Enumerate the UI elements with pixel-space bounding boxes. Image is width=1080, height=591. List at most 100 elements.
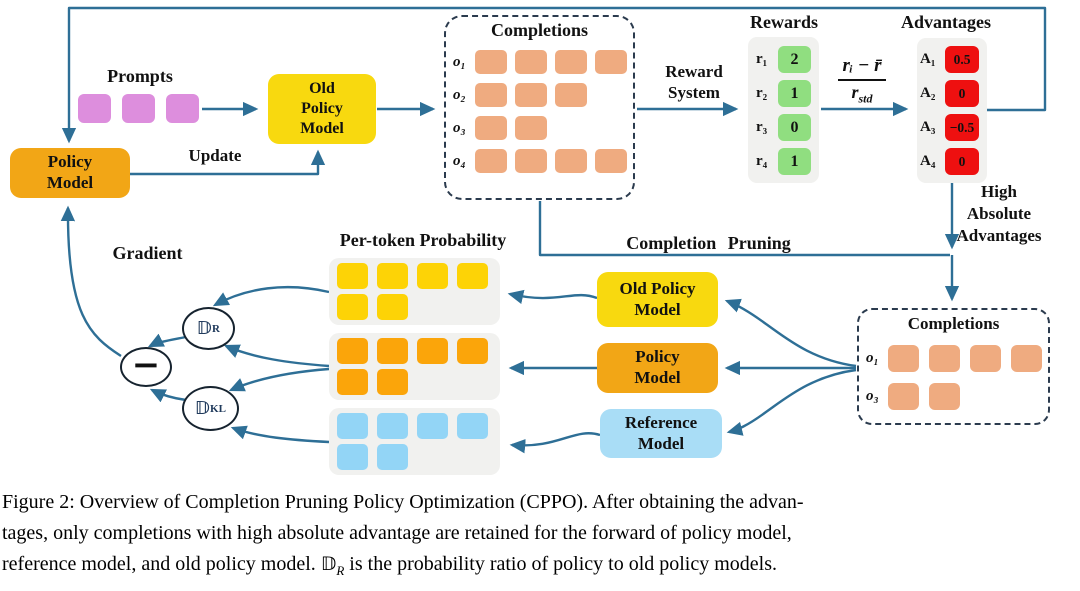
completion-row-o1: o₁ [453, 50, 633, 74]
prompt-tokens [78, 94, 199, 123]
reward-row-r3: r₃ 0 [756, 114, 819, 141]
token-square [1011, 345, 1042, 372]
arrow-gradient [60, 205, 122, 358]
advantage-row-a4: A₄ 0 [920, 148, 987, 175]
advantage-row-a1: A₁ 0.5 [920, 46, 987, 73]
pruned-tokens-o3 [888, 383, 960, 410]
token-square [377, 413, 408, 439]
reference-probability-grid [329, 408, 500, 475]
policy-model-line2: Model [46, 173, 94, 192]
reference-line1: Reference [624, 412, 698, 432]
arrow-reference-to-bluegrid [509, 432, 601, 454]
arrow-completions-to-reference [726, 368, 857, 436]
kl-divergence-operator: 𝔻 KL [182, 386, 239, 431]
arrow-dkl-to-minus [149, 388, 187, 403]
token-square [417, 413, 448, 439]
completion-row-o2: o₂ [453, 83, 633, 107]
token-square [337, 369, 368, 395]
completion-label-o2: o₂ [453, 86, 466, 103]
completions-box-top: Completions o₁ o₂ o₃ o₄ [444, 15, 635, 200]
arrow-completions-to-oldpolicy [724, 298, 857, 368]
token-square [888, 383, 919, 410]
token-square [377, 338, 408, 364]
dr-symbol: 𝔻 [197, 317, 212, 339]
advantage-value-a4: 0 [945, 148, 979, 175]
reward-system-line2: System [668, 82, 720, 102]
token-square [78, 94, 111, 123]
token-square [457, 338, 488, 364]
token-square [457, 413, 488, 439]
dkl-symbol: 𝔻 [195, 397, 211, 419]
figure-caption: Figure 2: Overview of Completion Pruning… [2, 487, 1078, 586]
completion-label-o3: o₃ [453, 119, 466, 136]
completion-label-o1: o₁ [453, 53, 466, 70]
rewards-title: Rewards [750, 12, 818, 32]
advantage-value-a1: 0.5 [945, 46, 979, 73]
token-square [475, 116, 507, 140]
dkl-subscript: KL [210, 402, 226, 415]
token-square [515, 83, 547, 107]
token-square [595, 50, 627, 74]
caption-d-subscript: R [336, 563, 345, 578]
arrow-dr-to-minus [147, 333, 187, 348]
token-square [888, 345, 919, 372]
reward-value-r3: 0 [778, 114, 811, 141]
old-policy-prob-row2 [337, 294, 500, 320]
arrow-advantages-to-policy-loop [61, 6, 1047, 144]
completions-box-bottom: Completions o₁ o₃ [857, 308, 1050, 425]
token-square [475, 83, 507, 107]
policy-prob-row1 [337, 338, 500, 364]
reward-value-r1: 2 [778, 46, 811, 73]
reward-label-r1: r₁ [756, 51, 768, 67]
arrow-oldpolicy-to-yellowgrid [507, 289, 598, 304]
reward-row-r2: r₂ 1 [756, 80, 819, 107]
advantage-formula: rᵢ − r̄ rstd [822, 55, 902, 107]
token-square [555, 149, 587, 173]
high-absolute-line1: High [981, 182, 1017, 201]
pruned-label-o1: o₁ [866, 350, 879, 366]
prompts-label: Prompts [107, 66, 173, 86]
formula-denominator: rstd [822, 81, 902, 107]
completion-tokens-o1 [475, 50, 627, 74]
reward-label-r2: r₂ [756, 85, 768, 101]
completion-pruning-label: Completion Pruning [626, 233, 791, 253]
arrow-orangegrid-to-dr [223, 344, 330, 368]
reward-label-r3: r₃ [756, 119, 768, 135]
old-policy-line3: Model [300, 120, 344, 137]
advantage-label-a1: A₁ [920, 51, 936, 67]
old-policy-model-box: Old Policy Model [268, 74, 376, 144]
policy-prob-row2 [337, 369, 500, 395]
completion-label-o4: o₄ [453, 152, 466, 169]
pruned-row-o1: o₁ [866, 345, 1048, 372]
token-square [929, 345, 960, 372]
arrow-bluegrid-to-dkl [230, 425, 330, 444]
token-square [475, 50, 507, 74]
old-policy-line1: Old [309, 80, 335, 97]
token-square [337, 338, 368, 364]
caption-d-symbol: 𝔻 [320, 553, 337, 575]
advantage-value-a2: 0 [945, 80, 979, 107]
update-label: Update [188, 146, 242, 165]
reference-prob-row1 [337, 413, 500, 439]
token-square [377, 263, 408, 289]
reward-system-line1: Reward [665, 62, 723, 81]
formula-den-sub: std [858, 91, 873, 106]
advantage-row-a2: A₂ 0 [920, 80, 987, 107]
minus-operator: − [120, 347, 172, 387]
pruned-label-o3: o₃ [866, 388, 879, 404]
formula-numerator: rᵢ − r̄ [838, 55, 886, 81]
high-absolute-advantages-label: High Absolute Advantages [940, 181, 1058, 246]
token-square [515, 149, 547, 173]
old-policy2-line1: Old Policy [619, 278, 696, 298]
token-square [377, 369, 408, 395]
reward-system-label: Reward System [641, 62, 747, 103]
token-square [337, 413, 368, 439]
token-square [970, 345, 1001, 372]
policy-model-box-bottom: Policy Model [597, 343, 718, 393]
arrow-orangegrid-to-dkl [228, 367, 330, 392]
gradient-label: Gradient [112, 243, 183, 263]
token-square [515, 116, 547, 140]
